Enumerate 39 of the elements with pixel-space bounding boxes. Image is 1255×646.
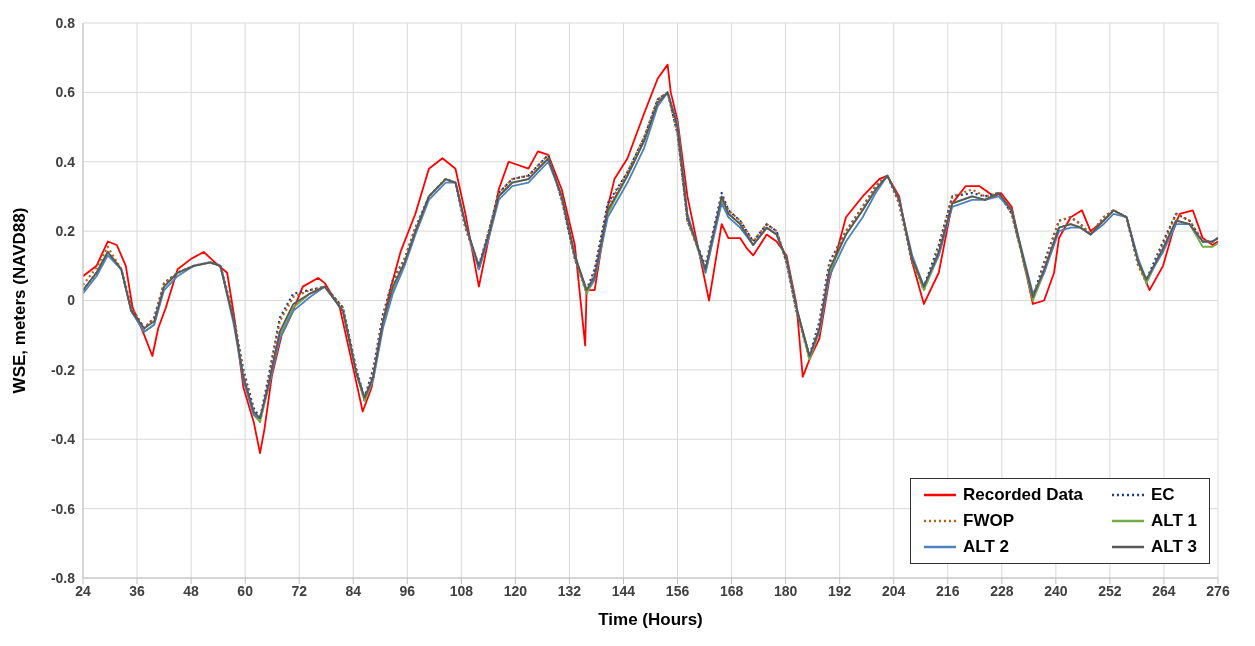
x-tick-label: 204 <box>882 582 906 599</box>
y-tick-label: -0.6 <box>50 500 76 517</box>
y-tick-label: -0.2 <box>50 361 76 378</box>
y-tick-label: 0 <box>67 292 76 309</box>
x-tick-label: 132 <box>557 582 582 599</box>
x-tick-label: 192 <box>827 582 852 599</box>
x-tick-label: 168 <box>719 582 744 599</box>
legend-label: ALT 1 <box>1151 511 1197 531</box>
x-tick-label: 84 <box>345 582 362 599</box>
y-tick-label: 0.2 <box>55 223 76 240</box>
x-tick-label: 240 <box>1044 582 1068 599</box>
x-tick-label: 216 <box>936 582 960 599</box>
y-tick-label: -0.8 <box>50 569 76 586</box>
legend-label: ALT 3 <box>1151 537 1197 557</box>
x-axis-title: Time (Hours) <box>598 610 703 629</box>
x-tick-label: 72 <box>291 582 308 599</box>
x-tick-label: 24 <box>75 582 91 599</box>
x-tick-label: 252 <box>1098 582 1122 599</box>
legend-label: EC <box>1151 485 1175 505</box>
x-tick-label: 96 <box>399 582 416 599</box>
y-axis-title: WSE, meters (NAVD88) <box>10 207 30 394</box>
x-tick-label: 180 <box>773 582 798 599</box>
x-tick-label: 60 <box>237 582 254 599</box>
legend-label: FWOP <box>963 511 1015 531</box>
y-tick-label: -0.4 <box>50 431 76 448</box>
x-tick-label: 120 <box>503 582 528 599</box>
x-tick-label: 36 <box>129 582 146 599</box>
legend-label: ALT 2 <box>963 537 1010 557</box>
x-tick-label: 48 <box>183 582 200 599</box>
y-tick-label: 0.4 <box>55 153 76 170</box>
legend-label: Recorded Data <box>963 485 1084 505</box>
y-tick-label: 0.6 <box>55 84 76 101</box>
x-tick-label: 156 <box>665 582 690 599</box>
x-tick-label: 144 <box>611 582 636 599</box>
x-tick-label: 264 <box>1152 582 1176 599</box>
x-tick-label: 276 <box>1206 582 1230 599</box>
x-tick-label: 228 <box>990 582 1014 599</box>
y-tick-label: 0.8 <box>55 14 76 31</box>
x-tick-label: 108 <box>449 582 474 599</box>
